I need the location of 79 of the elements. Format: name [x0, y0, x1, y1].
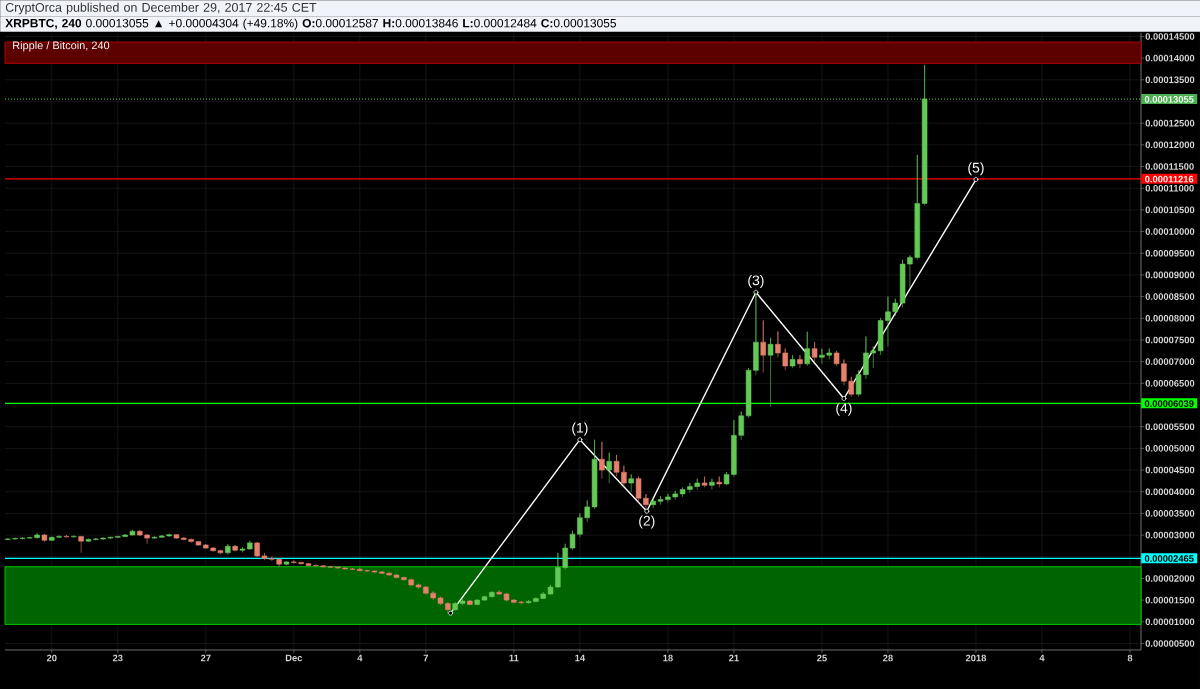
y-tick-label: 0.00013500 [1145, 76, 1195, 84]
ref-line-label: 0.00011216 [1145, 175, 1194, 183]
x-tick-label: 4 [1039, 654, 1045, 662]
y-tick-label: 0.00004000 [1145, 488, 1195, 496]
candlestick [71, 535, 77, 538]
candlestick [467, 599, 473, 606]
y-tick-label: 0.00014000 [1145, 54, 1195, 62]
candlestick [811, 341, 818, 362]
candlestick [628, 474, 634, 493]
y-tick-label: 0.00010000 [1145, 228, 1195, 235]
y-tick-label: 0.00007500 [1145, 336, 1195, 344]
candlestick [797, 354, 803, 369]
point [577, 437, 583, 443]
x-tick-label: 7 [423, 654, 429, 662]
x-tick-label: 25 [817, 654, 827, 662]
candlestick [606, 452, 612, 484]
candlestick [41, 533, 48, 543]
y-tick-label: 0.00005500 [1145, 423, 1195, 430]
y-tick-label: 0.00010500 [1145, 206, 1195, 214]
candlestick [225, 543, 231, 555]
candlestick [78, 535, 84, 554]
y-tick-label: 0.00004500 [1145, 466, 1195, 474]
candlestick [599, 441, 605, 480]
candlestick [283, 560, 290, 566]
y-tick-label: 0.00009500 [1145, 249, 1195, 257]
y-tick-label: 0.00008000 [1145, 314, 1195, 322]
y-tick-label: 0.00002000 [1145, 575, 1195, 582]
point [841, 396, 847, 401]
annotation: (1) [572, 422, 588, 436]
y-tick-label: 0.00003500 [1145, 510, 1195, 517]
annotation: (5) [968, 162, 984, 176]
y-tick-label: 0.00012000 [1145, 141, 1195, 149]
y-tick-label: 0.00001000 [1145, 618, 1195, 626]
x-tick-label: 8 [1127, 654, 1133, 662]
ref-line-label: 0.00002465 [1144, 555, 1194, 562]
y-tick-label: 0.00012500 [1145, 119, 1195, 127]
candlestick [716, 476, 722, 488]
annotation: (3) [748, 275, 764, 289]
candlestick [63, 534, 70, 538]
candlestick [789, 354, 796, 369]
y-tick-label: 0.00008500 [1145, 293, 1195, 300]
x-tick-label: 28 [883, 654, 893, 662]
ref-line-label: 0.00006039 [1144, 400, 1194, 407]
x-tick-label: 27 [200, 654, 211, 662]
point [448, 610, 453, 616]
annotation: (4) [836, 402, 852, 416]
annotation: Ripple / Bitcoin, 240 [13, 41, 110, 52]
annotation: (2) [639, 515, 655, 529]
y-tick-label: 0.00011500 [1145, 163, 1194, 170]
candlestick [804, 331, 810, 367]
y-tick-label: 0.00003000 [1145, 531, 1195, 539]
y-tick-label: 0.00014500 [1145, 33, 1195, 40]
y-tick-label: 0.00000500 [1145, 640, 1195, 647]
x-tick-label: 14 [575, 654, 586, 662]
x-tick-label: 11 [509, 654, 519, 662]
x-tick-label: 4 [357, 654, 363, 662]
y-tick-label: 0.00007000 [1145, 358, 1195, 365]
candlestick [709, 478, 715, 490]
y-tick-label: 0.00001500 [1145, 596, 1195, 604]
point [644, 508, 650, 514]
x-tick-label: 20 [46, 654, 57, 662]
point [973, 177, 979, 182]
ref-line-label: 0.00013055 [1144, 96, 1194, 103]
x-tick-label: Dec [285, 654, 303, 662]
x-tick-label: 18 [663, 654, 673, 662]
candlestick [760, 320, 766, 373]
y-tick-label: 0.00011000 [1145, 184, 1194, 192]
y-tick-label: 0.00006500 [1145, 380, 1195, 387]
y-tick-label: 0.00009000 [1145, 271, 1195, 279]
text: XRPBTC, 240 0.00013055 ▲ +0.00004304 (+49.18%) O:0.00012587 H:0.00013846 L:0.00012484 C:0.00013055 [5, 18, 617, 30]
x-tick-label: 21 [729, 654, 739, 662]
candlestick [921, 64, 928, 206]
y-tick-label: 0.00005000 [1145, 445, 1195, 452]
chart-title: CryptOrca published on December 29, 2017 22:45 CET [5, 2, 317, 15]
x-tick-label: 23 [112, 654, 123, 662]
x-tick-label: 2018 [965, 654, 987, 662]
candlestick [767, 337, 774, 408]
candlestick [701, 476, 708, 488]
candlestick [232, 544, 238, 552]
